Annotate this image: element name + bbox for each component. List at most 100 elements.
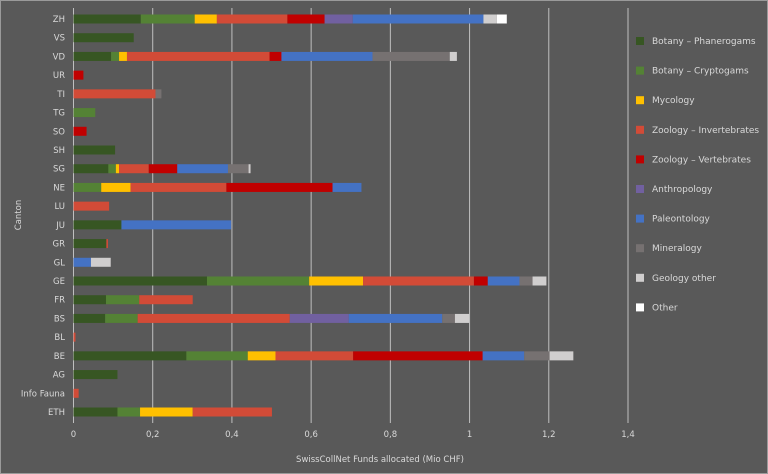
bar-segment: [119, 164, 149, 174]
bar-segment: [73, 332, 76, 342]
bar-segment: [119, 51, 127, 61]
x-tick-label: 1,4: [621, 430, 635, 440]
legend-label: Other: [652, 303, 678, 313]
y-tick-label: NE: [53, 183, 65, 193]
bar-segment: [73, 108, 96, 118]
bar-segment: [532, 276, 547, 286]
bar-segment: [140, 14, 195, 24]
bar-segment: [108, 164, 116, 174]
legend-label: Geology other: [652, 274, 716, 284]
bar-segment: [73, 126, 87, 136]
bar-segment: [177, 164, 228, 174]
legend-swatch: [636, 185, 644, 193]
y-tick-label: GL: [54, 258, 66, 268]
bar-segment: [524, 351, 550, 361]
bar-segment: [115, 164, 120, 174]
bar-segment: [226, 182, 333, 192]
y-tick-label: BS: [54, 314, 65, 324]
bar-segment: [148, 164, 178, 174]
bar-segment: [332, 182, 362, 192]
bar-segment: [73, 313, 106, 323]
legend-swatch: [636, 96, 644, 105]
bar-segment: [117, 407, 141, 417]
y-tick-label: FR: [54, 296, 65, 306]
y-axis-title: Canton: [14, 200, 24, 230]
legend-label: Mineralogy: [652, 244, 702, 254]
bar-segment: [216, 14, 288, 24]
bar-segment: [73, 276, 207, 286]
bar-segment: [139, 295, 193, 305]
y-tick-label: VD: [53, 52, 66, 62]
x-axis-title: SwissCollNet Funds allocated (Mio CHF): [296, 455, 464, 465]
bar-segment: [105, 313, 138, 323]
legend-swatch: [636, 155, 644, 164]
bar-segment: [442, 313, 455, 323]
bar-segment: [73, 220, 122, 230]
bar-segment: [247, 351, 276, 361]
y-tick-label: TI: [56, 90, 65, 100]
bar-segment: [309, 276, 364, 286]
y-tick-label: ZH: [53, 15, 65, 25]
bar-segment: [111, 51, 120, 61]
legend-label: Paleontology: [652, 215, 711, 225]
y-tick-label: GE: [53, 277, 65, 287]
bar-segment: [289, 313, 349, 323]
bar-segment: [73, 239, 107, 249]
gridlines: [73, 8, 629, 423]
bar-segment: [130, 182, 227, 192]
bar-segment: [269, 51, 282, 61]
bar-segment: [248, 164, 251, 174]
x-tick-label: 0,2: [146, 430, 160, 440]
bar-segment: [73, 370, 118, 380]
bar-segment: [73, 182, 102, 192]
legend-swatch: [636, 273, 644, 282]
x-tick-label: 1: [467, 430, 472, 440]
bar-segment: [155, 89, 162, 99]
x-tick-label: 0,6: [304, 430, 318, 440]
legend-swatch: [636, 303, 644, 312]
y-tick-label: JU: [55, 221, 65, 231]
bar-segment: [449, 51, 457, 61]
bar-segment: [473, 276, 488, 286]
bar-segment: [348, 313, 443, 323]
y-tick-label: LU: [54, 202, 65, 212]
x-tick-labels: 0 0,2 0,4 0,6 0,8 1 1,2 1,4: [71, 430, 635, 440]
bar-segment: [101, 182, 131, 192]
y-tick-label: BE: [54, 352, 65, 362]
bar-segment: [90, 257, 111, 267]
bar-segment: [73, 145, 116, 155]
bar-segment: [73, 295, 106, 305]
legend-label: Botany – Cryptogams: [652, 67, 749, 77]
legend-label: Mycology: [652, 96, 695, 106]
y-tick-label: ETH: [48, 408, 65, 418]
bar-segment: [496, 14, 507, 24]
y-tick-label: SH: [53, 146, 65, 156]
y-tick-label: SG: [53, 165, 65, 175]
legend-label: Zoology – Vertebrates: [652, 155, 751, 165]
bar-segment: [324, 14, 353, 24]
y-tick-label: Info Fauna: [21, 389, 65, 399]
legend-label: Anthropology: [652, 185, 713, 195]
bar-segment: [549, 351, 574, 361]
legend-label: Botany – Phanerogams: [652, 37, 756, 47]
bar-segment: [73, 201, 110, 211]
y-tick-label: VS: [54, 34, 65, 44]
bar-segment: [121, 220, 232, 230]
y-tick-label: AG: [53, 371, 65, 381]
y-tick-label: BL: [54, 333, 65, 343]
legend-swatch: [636, 37, 644, 45]
legend: Botany – Phanerogams Botany – Cryptogams M…: [636, 37, 759, 313]
y-tick-label: TG: [52, 109, 65, 119]
bar-segment: [73, 14, 141, 24]
bar-segment: [105, 295, 140, 305]
bar-segment: [106, 239, 108, 249]
bar-segment: [73, 70, 84, 80]
bar-segment: [353, 351, 483, 361]
bar-segment: [140, 407, 193, 417]
bar-segment: [192, 407, 272, 417]
y-tick-label: GR: [53, 240, 66, 250]
bar-segment: [352, 14, 484, 24]
bar-segment: [363, 276, 474, 286]
